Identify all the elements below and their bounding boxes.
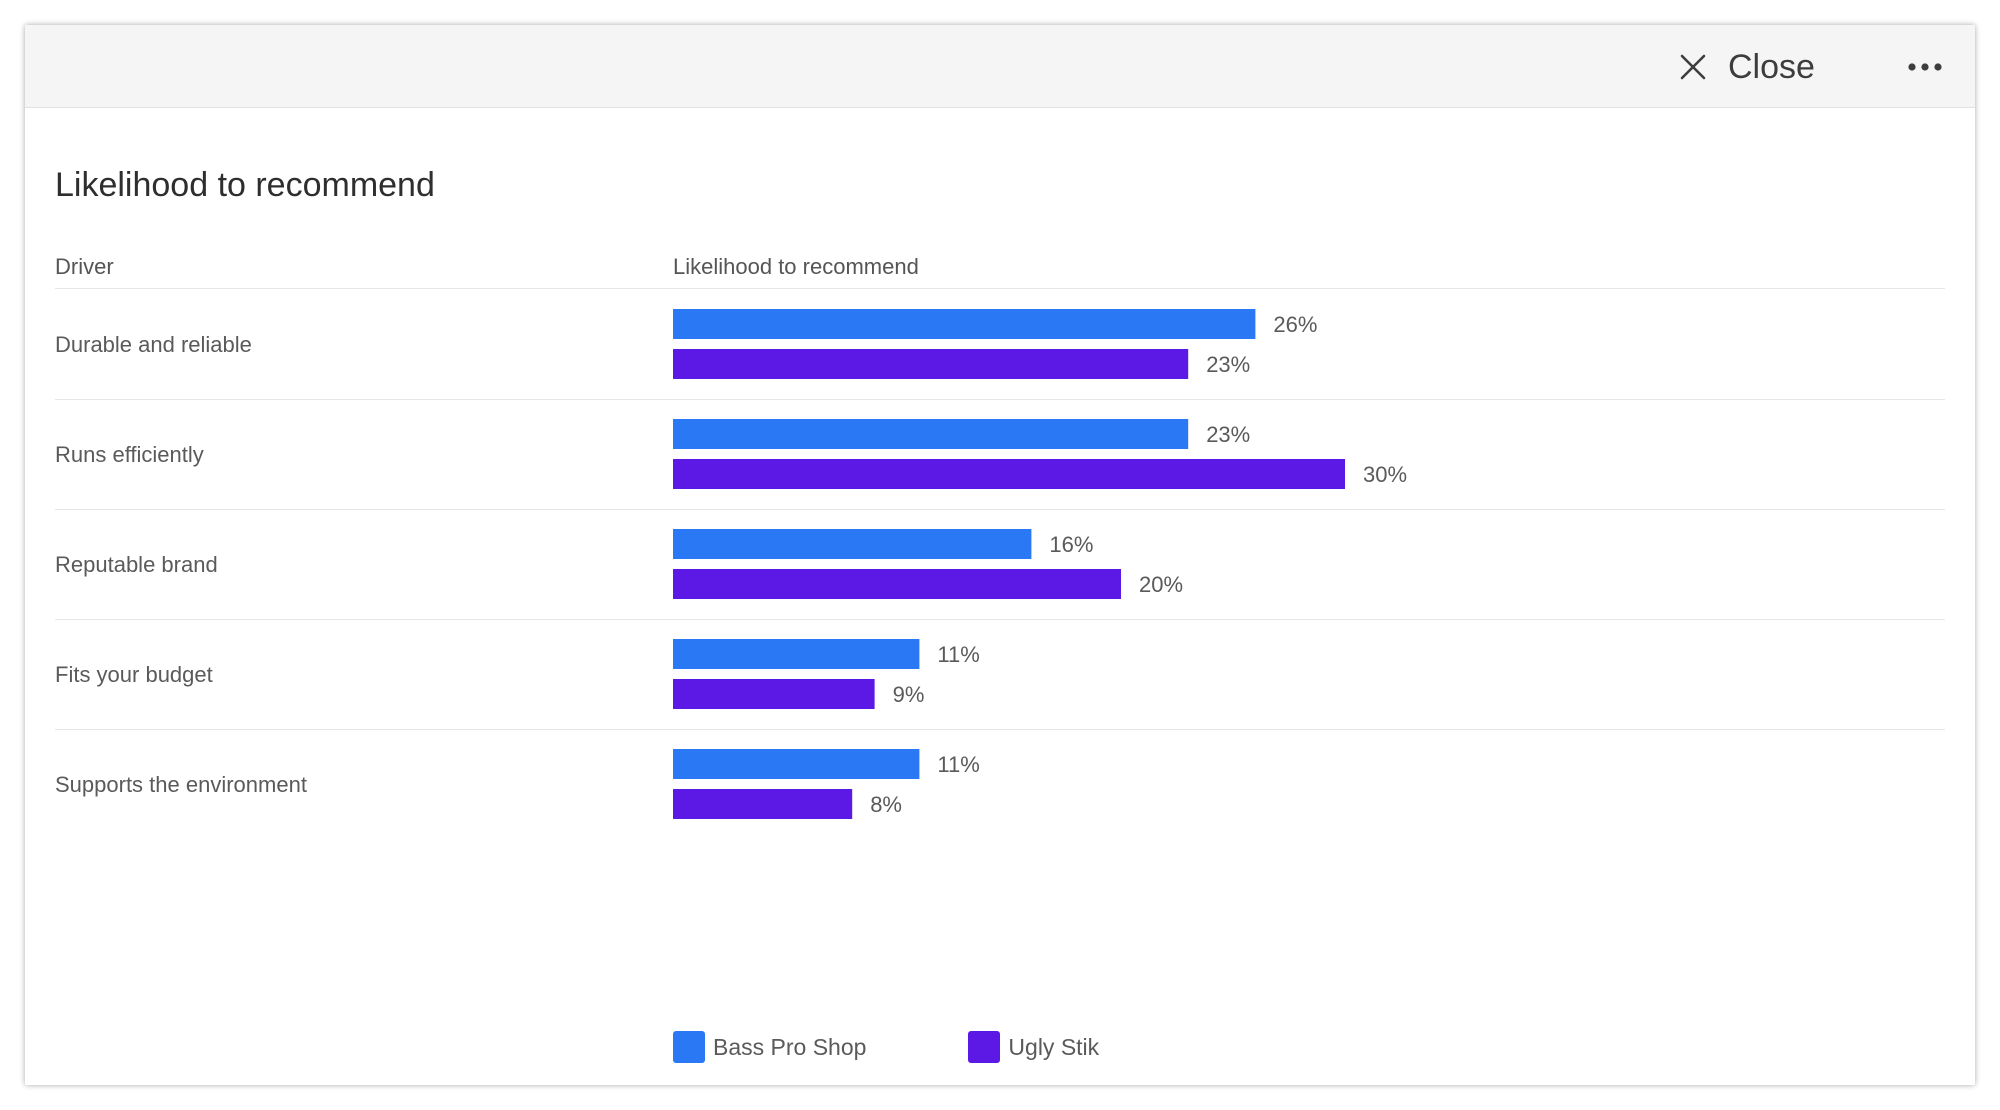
bar bbox=[673, 459, 1345, 489]
data-label: 11% bbox=[937, 752, 979, 777]
legend-item-ugly-stik[interactable]: Ugly Stik bbox=[968, 1031, 1099, 1063]
close-button[interactable]: Close bbox=[1680, 45, 1815, 89]
legend-label: Bass Pro Shop bbox=[713, 1033, 867, 1060]
data-label: 8% bbox=[870, 792, 902, 817]
data-label: 20% bbox=[1139, 572, 1183, 597]
data-label: 23% bbox=[1206, 422, 1250, 447]
data-label: 26% bbox=[1273, 312, 1317, 337]
legend-swatch bbox=[673, 1031, 705, 1063]
row-divider bbox=[55, 619, 1945, 620]
bar bbox=[673, 419, 1189, 449]
close-icon bbox=[1680, 54, 1706, 80]
metric-column-header: Likelihood to recommend bbox=[673, 254, 919, 279]
bar bbox=[673, 789, 853, 819]
data-label: 9% bbox=[893, 682, 925, 707]
more-horizontal-icon bbox=[1908, 63, 1942, 71]
close-label: Close bbox=[1728, 47, 1815, 86]
legend-item-bass-pro-shop[interactable]: Bass Pro Shop bbox=[673, 1031, 866, 1063]
row-label: Fits your budget bbox=[55, 662, 213, 687]
bar bbox=[673, 309, 1256, 339]
more-options-button[interactable] bbox=[1895, 49, 1955, 85]
data-label: 16% bbox=[1049, 532, 1093, 557]
row-divider bbox=[55, 399, 1945, 400]
bar bbox=[673, 679, 875, 709]
bar bbox=[673, 749, 920, 779]
row-label: Durable and reliable bbox=[55, 332, 252, 357]
header-divider bbox=[55, 288, 1945, 289]
chart-panel: Close Likelihood to recommend Driver Lik… bbox=[25, 25, 1975, 1085]
chart-legend: Bass Pro Shop Ugly Stik bbox=[673, 1030, 1201, 1064]
bar bbox=[673, 529, 1032, 559]
row-divider bbox=[55, 509, 1945, 510]
row-divider bbox=[55, 729, 1945, 730]
data-label: 30% bbox=[1363, 462, 1407, 487]
row-label: Reputable brand bbox=[55, 552, 218, 577]
bar bbox=[673, 569, 1121, 599]
data-label: 11% bbox=[937, 642, 979, 667]
panel-header: Close bbox=[25, 25, 1975, 108]
legend-swatch bbox=[968, 1031, 1001, 1063]
bar bbox=[673, 349, 1189, 379]
row-label: Runs efficiently bbox=[55, 442, 204, 467]
data-label: 23% bbox=[1206, 352, 1250, 377]
driver-column-header: Driver bbox=[55, 254, 114, 279]
legend-label: Ugly Stik bbox=[1008, 1033, 1100, 1060]
row-label: Supports the environment bbox=[55, 772, 307, 797]
bar bbox=[673, 639, 920, 669]
chart-title: Likelihood to recommend bbox=[55, 166, 435, 204]
bar-chart: Durable and reliable 26% 23% Runs efficient… bbox=[55, 309, 1945, 819]
